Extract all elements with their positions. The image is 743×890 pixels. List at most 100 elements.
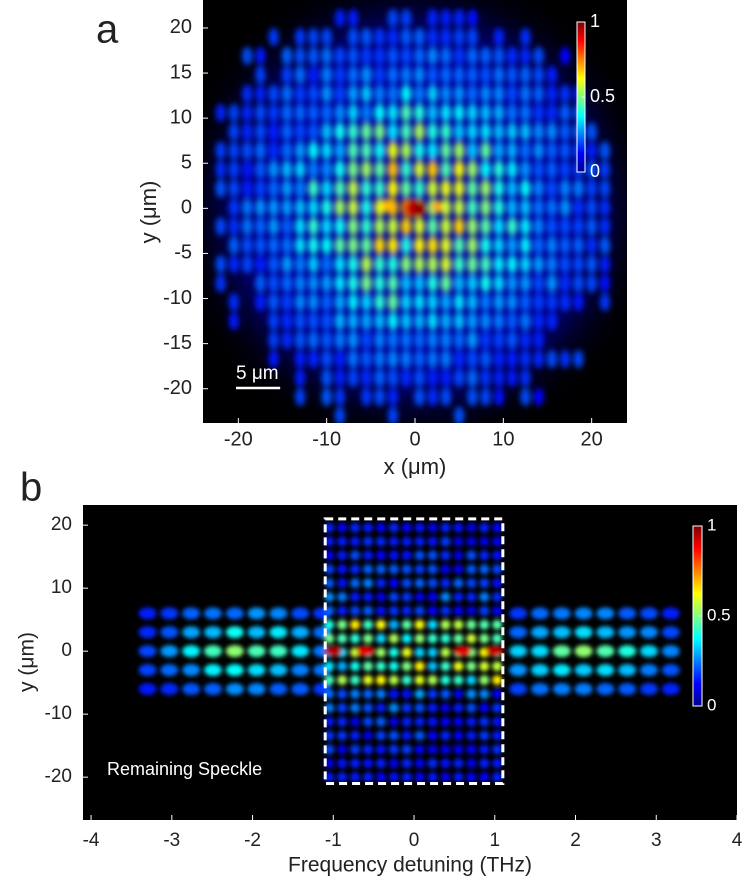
speckle <box>440 198 451 217</box>
speckle <box>295 236 306 255</box>
speckle <box>596 626 615 639</box>
speckle <box>401 730 412 741</box>
speckle <box>281 122 292 141</box>
speckle <box>363 633 374 644</box>
speckle <box>350 564 361 575</box>
speckle <box>552 607 571 620</box>
speckle <box>337 758 348 769</box>
speckle <box>599 141 610 160</box>
speckle <box>480 274 491 293</box>
speckle <box>466 633 477 644</box>
speckle <box>507 349 518 368</box>
speckle <box>427 675 438 686</box>
speckle <box>586 236 597 255</box>
speckle <box>533 255 544 274</box>
colorbar-tick-label: 1 <box>590 11 600 31</box>
speckle <box>268 331 279 350</box>
speckle <box>427 255 438 274</box>
x-axis-label: x (μm) <box>384 454 447 479</box>
speckle <box>255 274 266 293</box>
speckle <box>295 122 306 141</box>
speckle <box>337 744 348 755</box>
speckle <box>348 65 359 84</box>
speckle <box>480 198 491 217</box>
speckle <box>507 217 518 236</box>
speckle <box>401 368 412 387</box>
speckle <box>308 27 319 46</box>
speckle <box>295 255 306 274</box>
speckle <box>480 236 491 255</box>
speckle <box>533 217 544 236</box>
speckle <box>479 633 490 644</box>
speckle <box>520 46 531 65</box>
speckle <box>337 675 348 686</box>
speckle <box>268 84 279 103</box>
speckle <box>618 664 637 677</box>
speckle <box>308 217 319 236</box>
speckle <box>599 160 610 179</box>
speckle <box>387 236 398 255</box>
speckle <box>454 349 465 368</box>
speckle <box>454 368 465 387</box>
speckle <box>533 65 544 84</box>
speckle <box>453 661 464 672</box>
speckle <box>467 65 478 84</box>
speckle <box>411 202 424 215</box>
speckle <box>374 349 385 368</box>
speckle <box>321 65 332 84</box>
speckle <box>228 312 239 331</box>
speckle <box>427 591 438 602</box>
speckle <box>453 772 464 783</box>
speckle <box>247 645 266 658</box>
speckle <box>440 349 451 368</box>
speckle <box>427 647 438 658</box>
speckle <box>350 772 361 783</box>
speckle <box>215 274 226 293</box>
speckle <box>466 564 477 575</box>
speckle <box>375 689 386 699</box>
speckle <box>414 368 425 387</box>
speckle <box>546 84 557 103</box>
speckle <box>467 141 478 160</box>
speckle <box>374 65 385 84</box>
speckle <box>507 255 518 274</box>
speckle <box>350 716 361 727</box>
speckle <box>479 661 490 672</box>
speckle <box>337 730 348 741</box>
speckle <box>334 312 345 331</box>
speckle <box>493 160 504 179</box>
speckle <box>308 122 319 141</box>
speckle <box>414 236 425 255</box>
speckle <box>324 772 335 783</box>
speckle <box>440 702 451 713</box>
speckle <box>440 293 451 312</box>
y-tick-label: -5 <box>174 242 192 264</box>
speckle <box>427 103 438 122</box>
speckle <box>596 645 615 658</box>
speckle <box>480 293 491 312</box>
speckle <box>363 536 374 547</box>
speckle <box>467 293 478 312</box>
speckle <box>533 349 544 368</box>
speckle <box>182 626 201 639</box>
speckle <box>361 103 372 122</box>
speckle <box>321 103 332 122</box>
speckle <box>427 605 438 616</box>
speckle <box>269 645 288 658</box>
speckle <box>574 682 593 695</box>
speckle <box>507 368 518 387</box>
speckle <box>492 564 503 575</box>
speckle <box>321 198 332 217</box>
speckle <box>295 387 306 406</box>
speckle <box>453 716 464 727</box>
speckle <box>533 312 544 331</box>
speckle <box>361 331 372 350</box>
speckle <box>453 619 464 630</box>
speckle <box>308 255 319 274</box>
speckle <box>348 331 359 350</box>
speckle <box>247 626 266 639</box>
speckle <box>334 236 345 255</box>
speckle <box>427 522 438 533</box>
speckle <box>414 661 425 672</box>
speckle <box>363 744 374 755</box>
